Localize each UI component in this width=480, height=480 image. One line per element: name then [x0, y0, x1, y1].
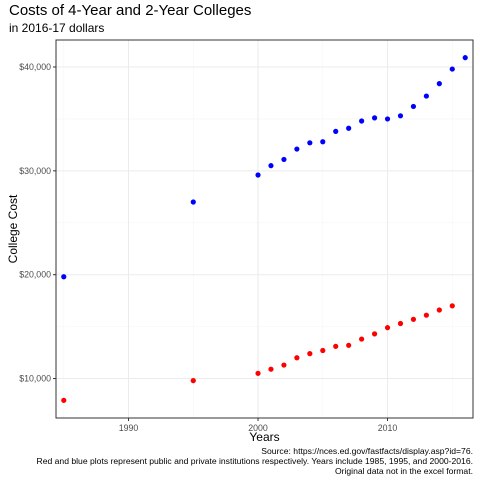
- data-point: [449, 303, 455, 309]
- data-point: [423, 93, 429, 99]
- data-point: [61, 397, 67, 403]
- chart-title: Costs of 4-Year and 2-Year Colleges: [9, 2, 252, 19]
- data-point: [294, 146, 300, 152]
- axes: 1990 2000 2010 $10,000 $20,000 $30,000 $40,000: [19, 62, 397, 433]
- data-point: [268, 163, 274, 169]
- x-tick-label: 1990: [119, 423, 139, 433]
- data-point: [268, 366, 274, 372]
- data-point: [423, 312, 429, 318]
- data-point: [436, 81, 442, 87]
- y-tick-label: $20,000: [19, 270, 51, 280]
- data-point: [359, 336, 365, 342]
- y-axis-title: College Cost: [6, 194, 20, 263]
- data-point: [384, 325, 391, 331]
- data-point: [346, 125, 352, 131]
- data-point: [449, 66, 455, 72]
- data-point: [190, 199, 196, 205]
- data-point: [281, 362, 287, 368]
- data-point: [371, 115, 378, 121]
- y-tick-label: $30,000: [19, 166, 51, 176]
- data-point: [462, 55, 468, 61]
- data-point: [410, 103, 417, 110]
- data-point: [255, 172, 261, 178]
- data-point: [397, 113, 404, 119]
- data-point: [255, 370, 261, 376]
- series-1: [61, 55, 468, 280]
- caption-source: Source: https://nces.ed.gov/fastfacts/di…: [261, 446, 473, 456]
- data-point: [436, 307, 442, 313]
- data-point: [281, 156, 287, 163]
- x-tick-label: 2010: [378, 423, 398, 433]
- y-tick-label: $40,000: [19, 62, 51, 72]
- x-axis-title: Years: [249, 430, 279, 444]
- chart-subtitle: in 2016-17 dollars: [9, 21, 105, 35]
- data-point: [410, 316, 417, 322]
- data-point: [384, 116, 391, 122]
- data-point: [397, 320, 404, 327]
- data-point: [190, 378, 196, 384]
- data-point: [61, 274, 67, 280]
- grid-lines: [56, 40, 473, 418]
- chart-caption: Source: https://nces.ed.gov/fastfacts/di…: [3, 446, 473, 477]
- data-point: [371, 331, 378, 337]
- caption-note: Red and blue plots represent public and …: [36, 456, 473, 467]
- data-point: [307, 351, 313, 357]
- data-point: [307, 140, 313, 146]
- data-point: [333, 343, 339, 349]
- data-point: [320, 347, 326, 354]
- data-point: [294, 355, 300, 361]
- data-points: [61, 55, 468, 403]
- series-2: [61, 303, 455, 403]
- data-point: [333, 128, 339, 134]
- panel-border: [55, 39, 474, 419]
- x-tick-label: 2000: [248, 423, 268, 433]
- data-point: [359, 118, 365, 124]
- y-tick-label: $10,000: [19, 374, 51, 384]
- data-point: [346, 342, 352, 348]
- data-point: [320, 139, 326, 145]
- caption-format-note: Original data not in the excel format.: [334, 466, 473, 477]
